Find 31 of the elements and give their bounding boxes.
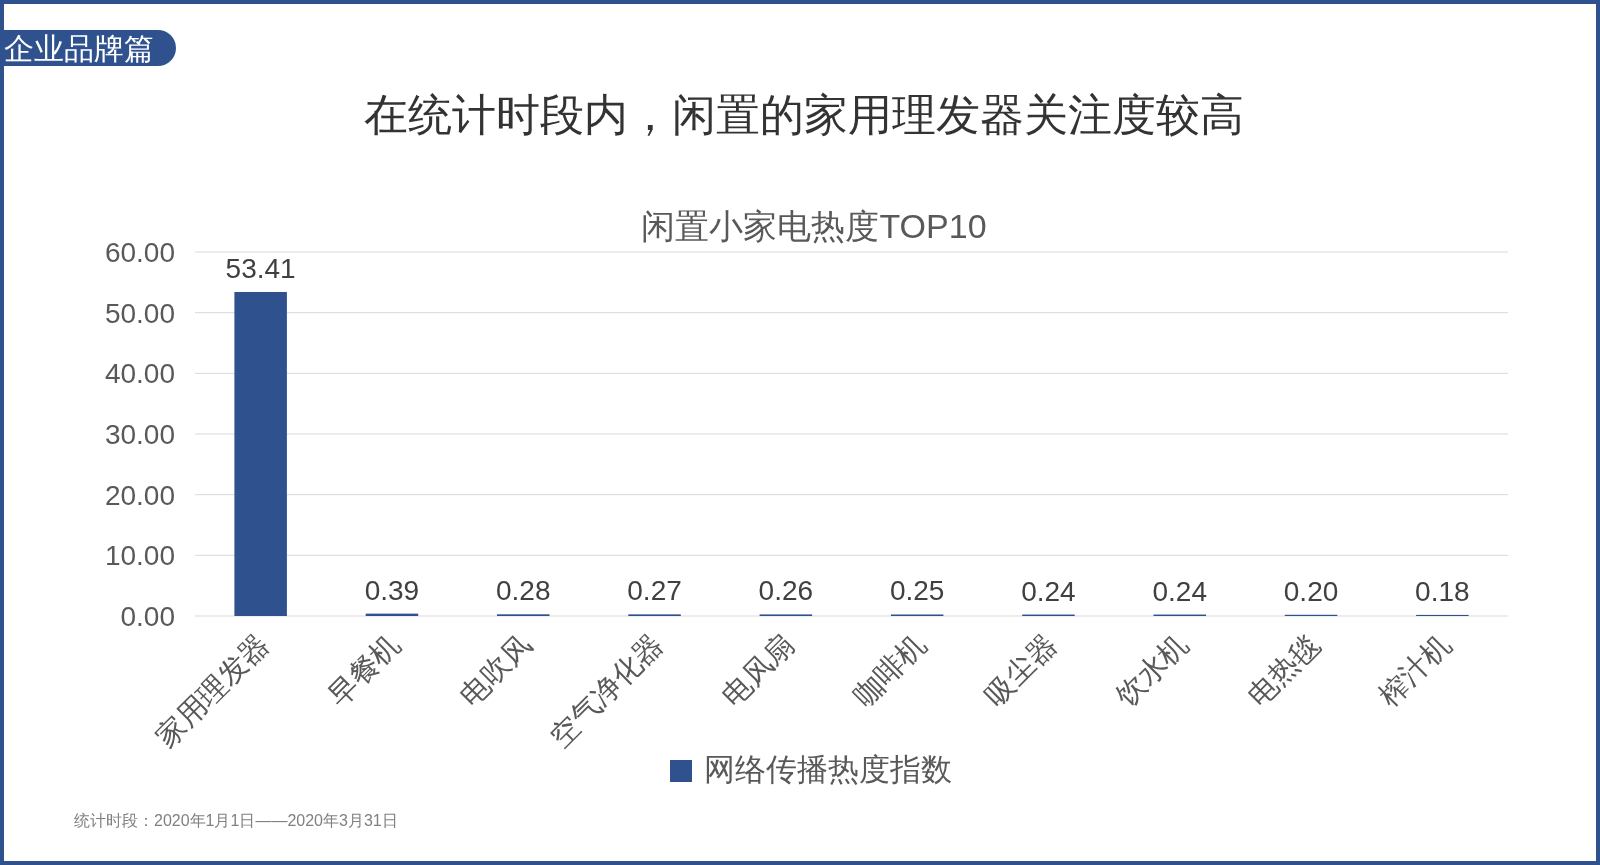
- x-tick-label: 电风扇: [715, 627, 801, 712]
- data-label: 0.26: [758, 575, 814, 607]
- x-tick-label: 饮水机: [1109, 627, 1194, 713]
- data-label: 0.27: [627, 575, 682, 607]
- data-label: 0.24: [1152, 575, 1207, 607]
- y-tick-label: 50.00: [104, 297, 175, 329]
- data-label: 0.18: [1415, 575, 1470, 607]
- y-tick-label: 40.00: [104, 358, 175, 390]
- chart-title: 在统计时段内，闲置的家用理发器关注度较高: [364, 90, 1244, 139]
- x-tick-label: 榨汁机: [1372, 627, 1457, 712]
- x-tick-label: 电吹风: [453, 627, 538, 712]
- x-tick-label: 空气净化器: [543, 627, 669, 753]
- data-label: 0.39: [364, 574, 420, 606]
- x-tick-label: 早餐机: [322, 627, 407, 712]
- text: 统计时段：2020年1月1日——2020年3月31日: [74, 812, 398, 829]
- text: 企业品牌篇: [4, 32, 154, 65]
- y-tick-label: 30.00: [104, 419, 175, 450]
- data-label: 0.25: [889, 575, 945, 607]
- y-tick-label: 10.00: [104, 540, 175, 572]
- bar: [234, 291, 287, 616]
- y-tick-label: 60.00: [104, 237, 175, 268]
- x-tick-label: 电热毯: [1241, 627, 1326, 712]
- legend-label: 网络传播热度指数: [704, 752, 952, 787]
- x-tick-label: 咖啡机: [847, 627, 932, 712]
- x-tick-label: 吸尘器: [978, 627, 1063, 712]
- y-tick-label: 20.00: [104, 479, 175, 511]
- data-label: 0.28: [496, 575, 551, 607]
- data-label: 0.24: [1021, 575, 1076, 607]
- chart-subtitle: 闲置小家电热度TOP10: [641, 207, 987, 245]
- data-label: 53.41: [225, 252, 296, 284]
- data-label: 0.20: [1283, 575, 1339, 607]
